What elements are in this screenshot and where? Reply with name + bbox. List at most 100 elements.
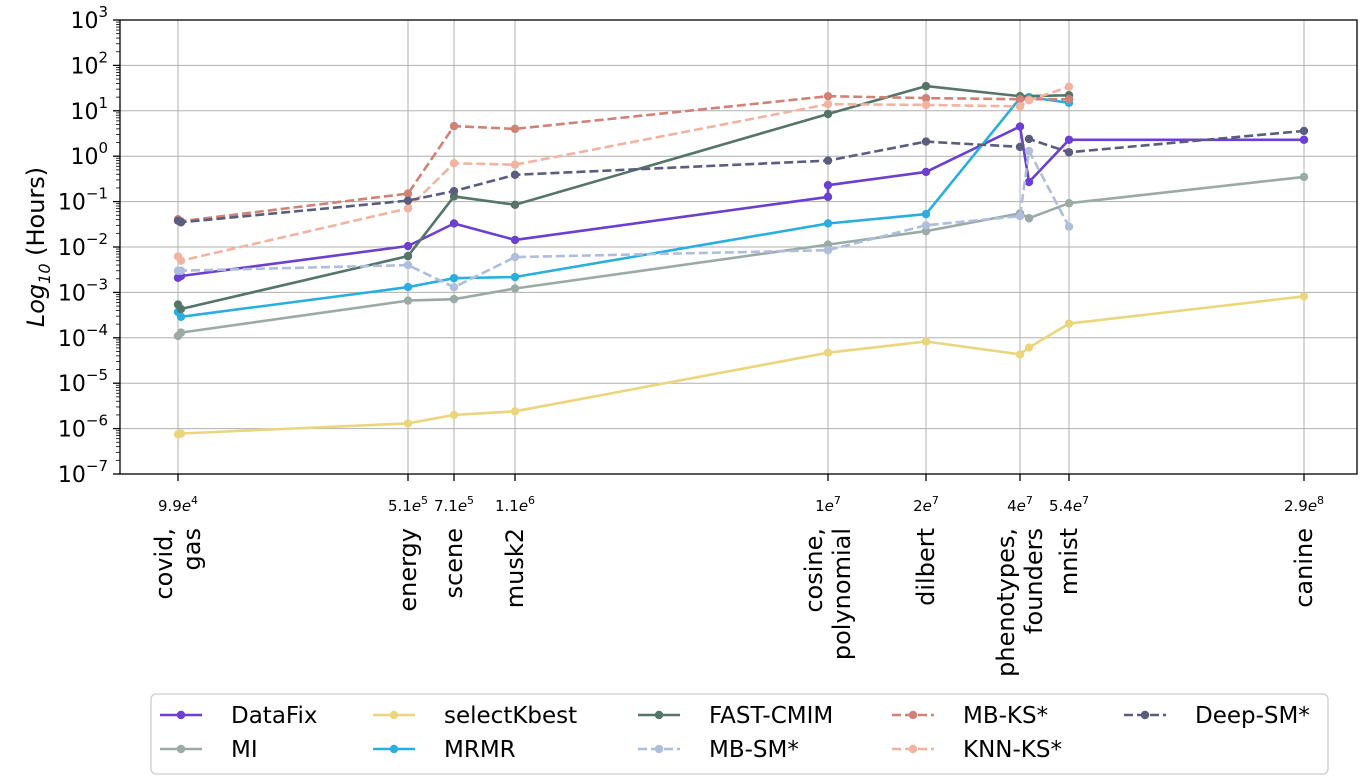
- data-point: [510, 124, 520, 134]
- series-line: [178, 149, 1071, 289]
- data-point: [449, 186, 459, 196]
- data-point: [1015, 122, 1025, 131]
- data-point: [823, 219, 833, 228]
- data-point: [449, 283, 459, 292]
- y-tick-label: 101: [70, 94, 108, 125]
- y-tick-label: 10−3: [58, 275, 108, 306]
- data-point: [823, 109, 833, 119]
- legend-item: selectKbest: [373, 703, 577, 729]
- data-point: [510, 170, 520, 179]
- data-point: [510, 252, 520, 262]
- data-point: [449, 273, 459, 283]
- data-point: [1064, 199, 1074, 208]
- data-point: [823, 180, 833, 190]
- x-tick-value: 4e7: [1007, 494, 1033, 515]
- data-point: [403, 189, 413, 198]
- series-line: [176, 95, 1070, 319]
- data-point: [1024, 177, 1034, 187]
- x-tick-value: 5.4e7: [1049, 494, 1089, 515]
- x-tick-value: 9.9e4: [158, 494, 198, 515]
- data-point: [510, 272, 520, 282]
- data-point: [921, 337, 931, 346]
- y-tick-label: 10−4: [58, 321, 108, 352]
- series-selectkbest: [173, 292, 1309, 439]
- data-point: [921, 221, 931, 230]
- legend-label: FAST-CMIM: [709, 703, 833, 729]
- legend-marker: [176, 744, 186, 754]
- data-point: [403, 241, 413, 251]
- data-point: [1024, 134, 1034, 144]
- legend-marker: [654, 744, 664, 754]
- legend: DataFix MI selectKbest MRMR FAST-CMIM MB-SM* M…: [150, 693, 1329, 775]
- legend-marker: [389, 744, 399, 754]
- y-axis-label: Log10 (Hours): [22, 167, 54, 327]
- data-point: [176, 304, 186, 314]
- series-line: [177, 295, 1305, 436]
- data-point: [921, 209, 931, 219]
- x-axis: 9.9e4 covid, gas 5.1e5 energy 7.1e5 scene 1.1e6…: [150, 474, 1324, 677]
- data-point: [823, 348, 833, 357]
- data-point: [1064, 135, 1074, 144]
- y-tick-label: 10−2: [58, 230, 108, 261]
- data-point: [510, 160, 520, 169]
- data-point: [403, 196, 413, 205]
- data-point: [921, 81, 931, 91]
- data-point: [921, 167, 931, 177]
- series-deep-sm-: [173, 126, 1309, 227]
- data-point: [921, 93, 931, 103]
- series-knn-ks-: [173, 82, 1074, 265]
- legend-label: MB-SM*: [709, 737, 799, 763]
- data-point: [449, 219, 459, 228]
- x-tick-value: 1.1e6: [495, 494, 535, 515]
- data-point: [1064, 95, 1074, 104]
- series-mb-ks-: [173, 91, 1074, 226]
- legend-item: MI: [160, 737, 258, 763]
- data-point: [403, 296, 413, 305]
- data-point: [1015, 95, 1025, 104]
- x-dataset-label: polynomial: [828, 528, 856, 660]
- series-datafix: [173, 122, 1309, 282]
- y-tick-label: 10−6: [58, 412, 108, 443]
- legend-label: MRMR: [444, 737, 516, 763]
- series-line: [177, 125, 1304, 279]
- x-dataset-label: dilbert: [912, 528, 940, 606]
- data-point: [1064, 82, 1074, 91]
- y-tick-label: 10−1: [58, 185, 108, 216]
- x-dataset-label: musk2: [501, 528, 529, 608]
- legend-item: MRMR: [373, 737, 516, 763]
- data-point: [1015, 142, 1025, 152]
- data-point: [176, 328, 186, 337]
- legend-marker: [389, 710, 399, 720]
- data-point: [176, 312, 186, 322]
- x-dataset-label: gas: [178, 528, 206, 570]
- series-mi: [173, 172, 1309, 341]
- data-point: [510, 235, 520, 245]
- y-tick-label: 103: [70, 3, 108, 34]
- legend-marker: [908, 744, 918, 754]
- series-line: [176, 84, 1070, 311]
- data-point: [823, 192, 833, 202]
- x-tick-value: 2.9e8: [1284, 494, 1324, 515]
- data-point: [449, 410, 459, 420]
- data-point: [823, 91, 833, 101]
- data-point: [510, 407, 520, 416]
- data-series: [173, 81, 1309, 439]
- x-tick-value: 2e7: [913, 494, 939, 515]
- data-point: [510, 200, 520, 210]
- x-tick-value: 1e7: [815, 494, 841, 515]
- series-line: [177, 94, 1069, 223]
- data-point: [1299, 135, 1309, 144]
- data-point: [449, 159, 459, 168]
- data-point: [921, 137, 931, 146]
- legend-label: DataFix: [231, 703, 317, 729]
- x-dataset-label: mnist: [1055, 528, 1083, 595]
- x-dataset-label: canine: [1290, 528, 1318, 608]
- legend-label: selectKbest: [444, 703, 577, 729]
- legend-marker: [908, 710, 918, 720]
- y-tick-label: 102: [70, 48, 108, 79]
- data-point: [176, 218, 186, 227]
- data-point: [403, 204, 413, 213]
- x-dataset-label: scene: [440, 528, 468, 598]
- legend-item: MB-KS*: [892, 703, 1048, 729]
